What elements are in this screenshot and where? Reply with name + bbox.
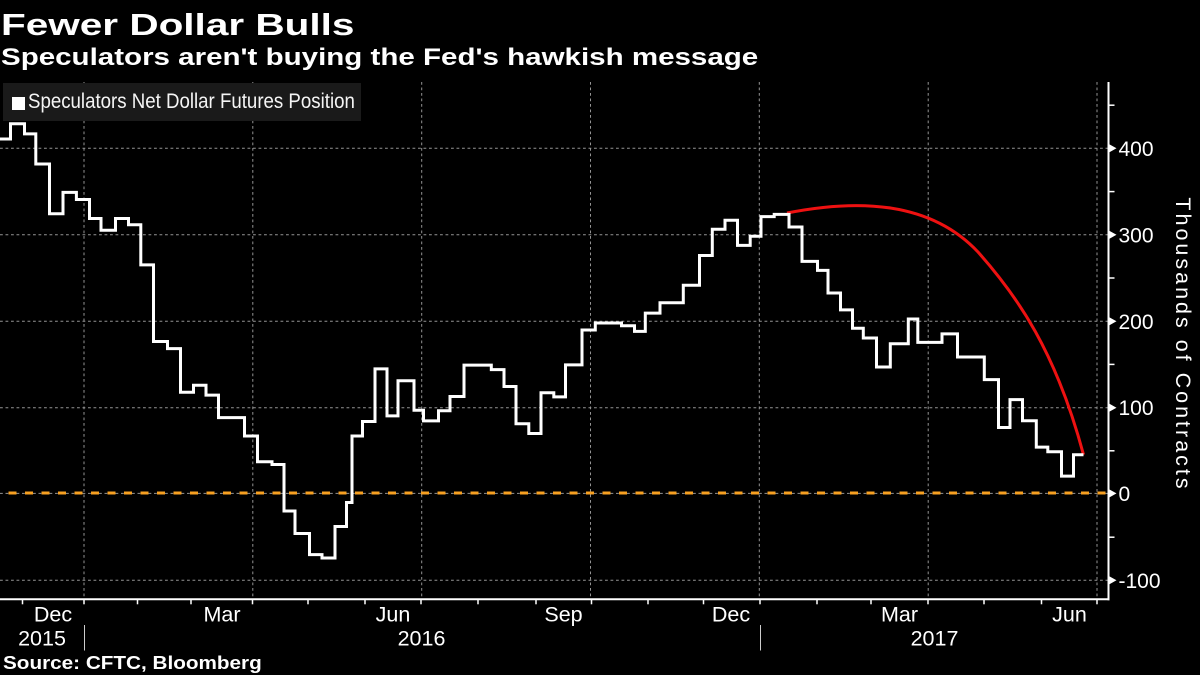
svg-text:2015: 2015 [18, 627, 66, 651]
svg-text:2017: 2017 [911, 627, 959, 651]
svg-text:Mar: Mar [881, 603, 918, 627]
svg-text:0: 0 [1119, 483, 1131, 506]
svg-text:Mar: Mar [203, 603, 240, 627]
svg-text:Dec: Dec [34, 603, 72, 627]
svg-text:200: 200 [1119, 311, 1154, 334]
svg-text:300: 300 [1119, 224, 1154, 247]
svg-text:Dec: Dec [712, 603, 750, 627]
svg-text:Jun: Jun [376, 603, 411, 627]
svg-text:Thousands of Contracts: Thousands of Contracts [1171, 197, 1195, 491]
svg-text:Jun: Jun [1052, 603, 1087, 627]
svg-text:-100: -100 [1119, 570, 1161, 593]
svg-text:2016: 2016 [398, 627, 446, 651]
svg-text:400: 400 [1119, 138, 1154, 161]
svg-text:100: 100 [1119, 397, 1154, 420]
svg-text:Sep: Sep [544, 603, 582, 627]
